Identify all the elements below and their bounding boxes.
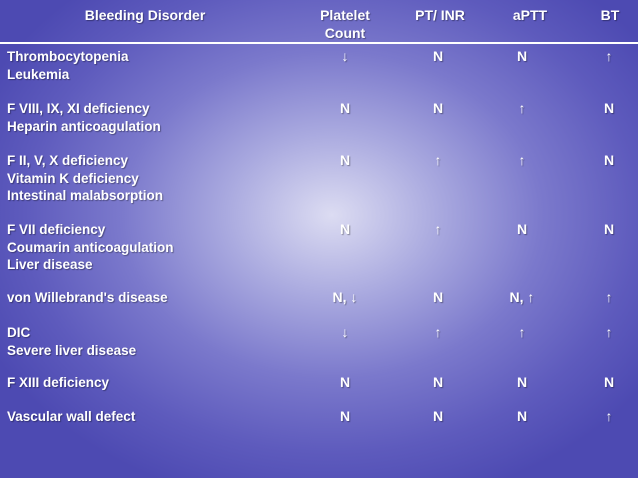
aptt-cell: N [516, 374, 528, 390]
aptt-cell: N [516, 221, 528, 237]
disorder-name: Liver disease [7, 257, 93, 272]
disorder-name: Coumarin anticoagulation [7, 239, 174, 255]
disorder-name: von Willebrand's disease [7, 290, 168, 305]
bt-cell: N [603, 100, 615, 116]
pt-inr-cell: N [432, 408, 444, 424]
pt-inr-cell: N [432, 100, 444, 116]
disorder-name: Vascular wall defect [7, 409, 136, 424]
disorder-names: F VII deficiency Coumarin anticoagulation… [7, 221, 174, 274]
disorder-name: F XIII deficiency [7, 375, 110, 390]
disorder-name: Thrombocytopenia [7, 49, 129, 64]
pt-inr-cell: ↑ [434, 324, 442, 340]
bt-cell: ↑ [605, 408, 613, 424]
pt-inr-cell: N [432, 289, 444, 305]
disorder-name: DIC [7, 325, 31, 340]
bt-cell: N [603, 374, 615, 390]
disorder-name: Heparin anticoagulation [7, 118, 161, 134]
table-header: Bleeding Disorder Platelet Count PT/ INR… [0, 0, 638, 42]
disorder-name: F VIII, IX, XI deficiency [7, 101, 150, 116]
aptt-cell: ↑ [518, 100, 526, 116]
disorder-name: Leukemia [7, 66, 70, 82]
platelet-cell: N [339, 408, 351, 424]
disorder-names: Thrombocytopenia Leukemia [7, 48, 129, 83]
bt-cell: N [603, 221, 615, 237]
bt-cell: N [603, 152, 615, 168]
pt-inr-cell: N [432, 48, 444, 64]
platelet-cell: N [339, 100, 351, 116]
bt-cell: ↑ [605, 324, 613, 340]
bt-cell: ↑ [605, 48, 613, 64]
header-pt-inr: PT/ INR [415, 7, 465, 23]
disorder-name: Severe liver disease [7, 342, 137, 358]
header-platelet-line1: Platelet [320, 7, 370, 23]
aptt-cell: ↑ [518, 152, 526, 168]
disorder-name: F II, V, X deficiency [7, 153, 129, 168]
disorder-names: von Willebrand's disease [7, 289, 168, 307]
disorder-name: F VII deficiency [7, 222, 106, 237]
platelet-cell: N [339, 374, 351, 390]
disorder-name: Vitamin K deficiency [7, 170, 139, 186]
platelet-cell: N [339, 152, 351, 168]
header-aptt: aPTT [512, 7, 548, 23]
disorder-names: F XIII deficiency [7, 374, 109, 392]
disorder-name: Intestinal malabsorption [7, 188, 164, 203]
aptt-cell: N [516, 48, 528, 64]
disorder-names: F II, V, X deficiency Vitamin K deficienc… [7, 152, 163, 205]
header-divider [0, 42, 638, 44]
header-bt: BT [600, 7, 620, 23]
header-platelet-count: Platelet Count [305, 6, 385, 42]
disorder-names: DIC Severe liver disease [7, 324, 136, 359]
header-platelet-line2: Count [324, 25, 366, 41]
bt-cell: ↑ [605, 289, 613, 305]
platelet-cell: N, ↓ [332, 289, 358, 305]
disorder-names: F VIII, IX, XI deficiency Heparin anticoa… [7, 100, 161, 135]
pt-inr-cell: N [432, 374, 444, 390]
platelet-cell: N [339, 221, 351, 237]
disorder-names: Vascular wall defect [7, 408, 135, 426]
pt-inr-cell: ↑ [434, 152, 442, 168]
platelet-cell: ↓ [341, 48, 349, 64]
pt-inr-cell: ↑ [434, 221, 442, 237]
aptt-cell: N [516, 408, 528, 424]
platelet-cell: ↓ [341, 324, 349, 340]
aptt-cell: N, ↑ [509, 289, 535, 305]
header-bleeding-disorder: Bleeding Disorder [84, 7, 206, 23]
aptt-cell: ↑ [518, 324, 526, 340]
